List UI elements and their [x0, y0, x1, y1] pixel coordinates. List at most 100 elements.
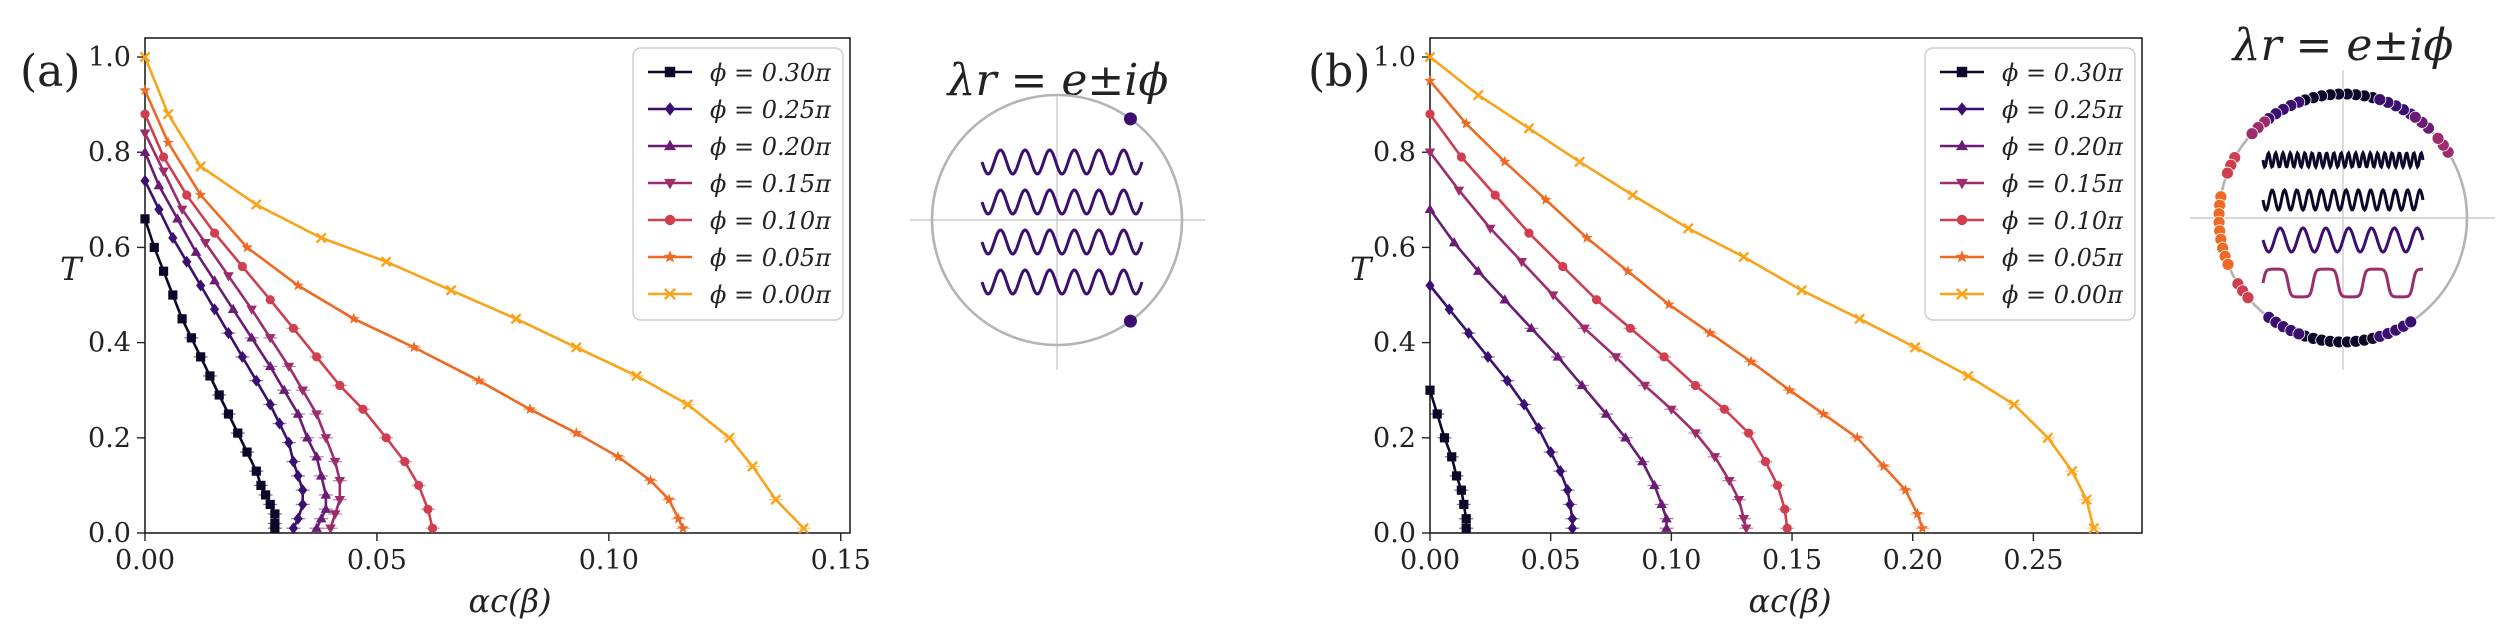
data-point: [293, 512, 303, 525]
data-point: [264, 334, 276, 344]
legend-marker: [664, 139, 676, 151]
data-point: [315, 232, 327, 244]
y-axis-label-a: T: [60, 250, 84, 288]
legend-marker: [1955, 287, 1969, 301]
legend-label: ϕ = 0.25π: [2002, 96, 2124, 124]
data-point: [1772, 480, 1783, 491]
panel-a: (a) T αc(β) 0.00 0.05 0.10 0.15 0.0 0.2 0.4 0.6…: [20, 37, 1205, 620]
data-point: [1451, 471, 1462, 481]
series-b-0: [1425, 385, 1474, 533]
data-point: [265, 295, 275, 305]
series-line: [143, 89, 685, 529]
panel-label-b: (b): [1308, 46, 1371, 97]
data-point: [1600, 408, 1612, 418]
data-point: [162, 108, 174, 120]
legend-marker: [1955, 250, 1969, 263]
legend-label: ϕ = 0.05π: [710, 244, 832, 272]
data-point: [1610, 353, 1622, 363]
legend-label: ϕ = 0.10π: [710, 207, 832, 235]
x-tick-label: 0.00: [115, 545, 175, 576]
data-point: [325, 524, 336, 534]
series-line: [143, 132, 342, 529]
data-point: [140, 214, 150, 224]
data-point: [663, 493, 675, 505]
data-point: [140, 174, 150, 187]
legend-label: ϕ = 0.15π: [710, 170, 832, 198]
x-tick-label: 0.15: [811, 545, 871, 576]
data-point: [1460, 117, 1472, 129]
data-point: [311, 522, 322, 532]
data-point: [1719, 404, 1730, 414]
eigenvalue-dot: [2431, 131, 2445, 145]
data-point: [237, 350, 248, 363]
series-line: [1429, 55, 2095, 529]
data-point: [1459, 499, 1469, 510]
data-point: [1817, 408, 1830, 419]
data-point: [315, 513, 327, 523]
data-point: [1526, 322, 1537, 333]
data-point: [1461, 514, 1471, 524]
series-line: [1428, 284, 1574, 529]
inset-b: λr = e±iϕ: [2190, 20, 2495, 370]
data-point: [1690, 429, 1701, 439]
data-point: [1709, 453, 1721, 463]
data-point: [195, 189, 207, 200]
wave-pattern: [2261, 149, 2425, 171]
data-point: [265, 398, 275, 411]
data-point: [223, 272, 234, 282]
data-point: [1909, 341, 1921, 353]
y-tick-label: 0.8: [88, 137, 131, 168]
series-a-5: [139, 84, 691, 534]
data-point: [1567, 512, 1577, 525]
legend-marker: [664, 214, 676, 226]
data-point: [302, 432, 313, 442]
data-point: [168, 231, 178, 244]
series-a-3: [139, 129, 347, 534]
legend-label: ϕ = 0.00π: [710, 281, 832, 309]
data-point: [1424, 51, 1436, 63]
legend-label: ϕ = 0.30π: [710, 59, 832, 87]
data-point: [1581, 231, 1593, 243]
data-point: [190, 246, 202, 256]
data-point: [1439, 433, 1450, 443]
data-point: [682, 399, 694, 410]
data-point: [297, 386, 308, 396]
data-point: [278, 384, 290, 394]
data-point: [139, 129, 151, 139]
series-line: [1428, 151, 1748, 529]
data-point: [1523, 122, 1535, 134]
wave-pattern: [980, 228, 1144, 256]
data-point: [196, 279, 206, 292]
y-tick-label: 0.6: [88, 232, 131, 263]
data-point: [1444, 303, 1454, 316]
data-point: [270, 509, 280, 519]
data-point: [334, 496, 346, 506]
data-point: [214, 390, 224, 400]
legend-label: ϕ = 0.10π: [2002, 207, 2124, 235]
plot-frame-a: [144, 37, 851, 534]
data-point: [168, 290, 178, 300]
y-axis-label-b: T: [1350, 250, 1374, 288]
legend-marker: [664, 66, 676, 78]
data-point: [408, 341, 420, 353]
data-point: [2066, 465, 2078, 477]
unit-circle-a: [930, 93, 1184, 347]
data-point: [1782, 523, 1792, 533]
data-point: [1448, 237, 1460, 247]
data-point: [1567, 522, 1577, 535]
data-point: [283, 362, 295, 372]
data-point: [315, 470, 327, 480]
data-point: [423, 504, 433, 514]
data-point: [1851, 431, 1863, 443]
legend-marker: [664, 178, 676, 190]
wave-pattern: [2261, 267, 2423, 299]
data-point: [1562, 484, 1573, 497]
data-point: [1425, 279, 1435, 292]
series-b-1: [1425, 279, 1580, 535]
data-point: [672, 512, 685, 524]
data-point: [223, 409, 234, 419]
data-point: [1704, 327, 1716, 338]
data-point: [1622, 265, 1634, 277]
wave-patterns-b: [2261, 149, 2425, 299]
data-point: [1425, 385, 1435, 395]
